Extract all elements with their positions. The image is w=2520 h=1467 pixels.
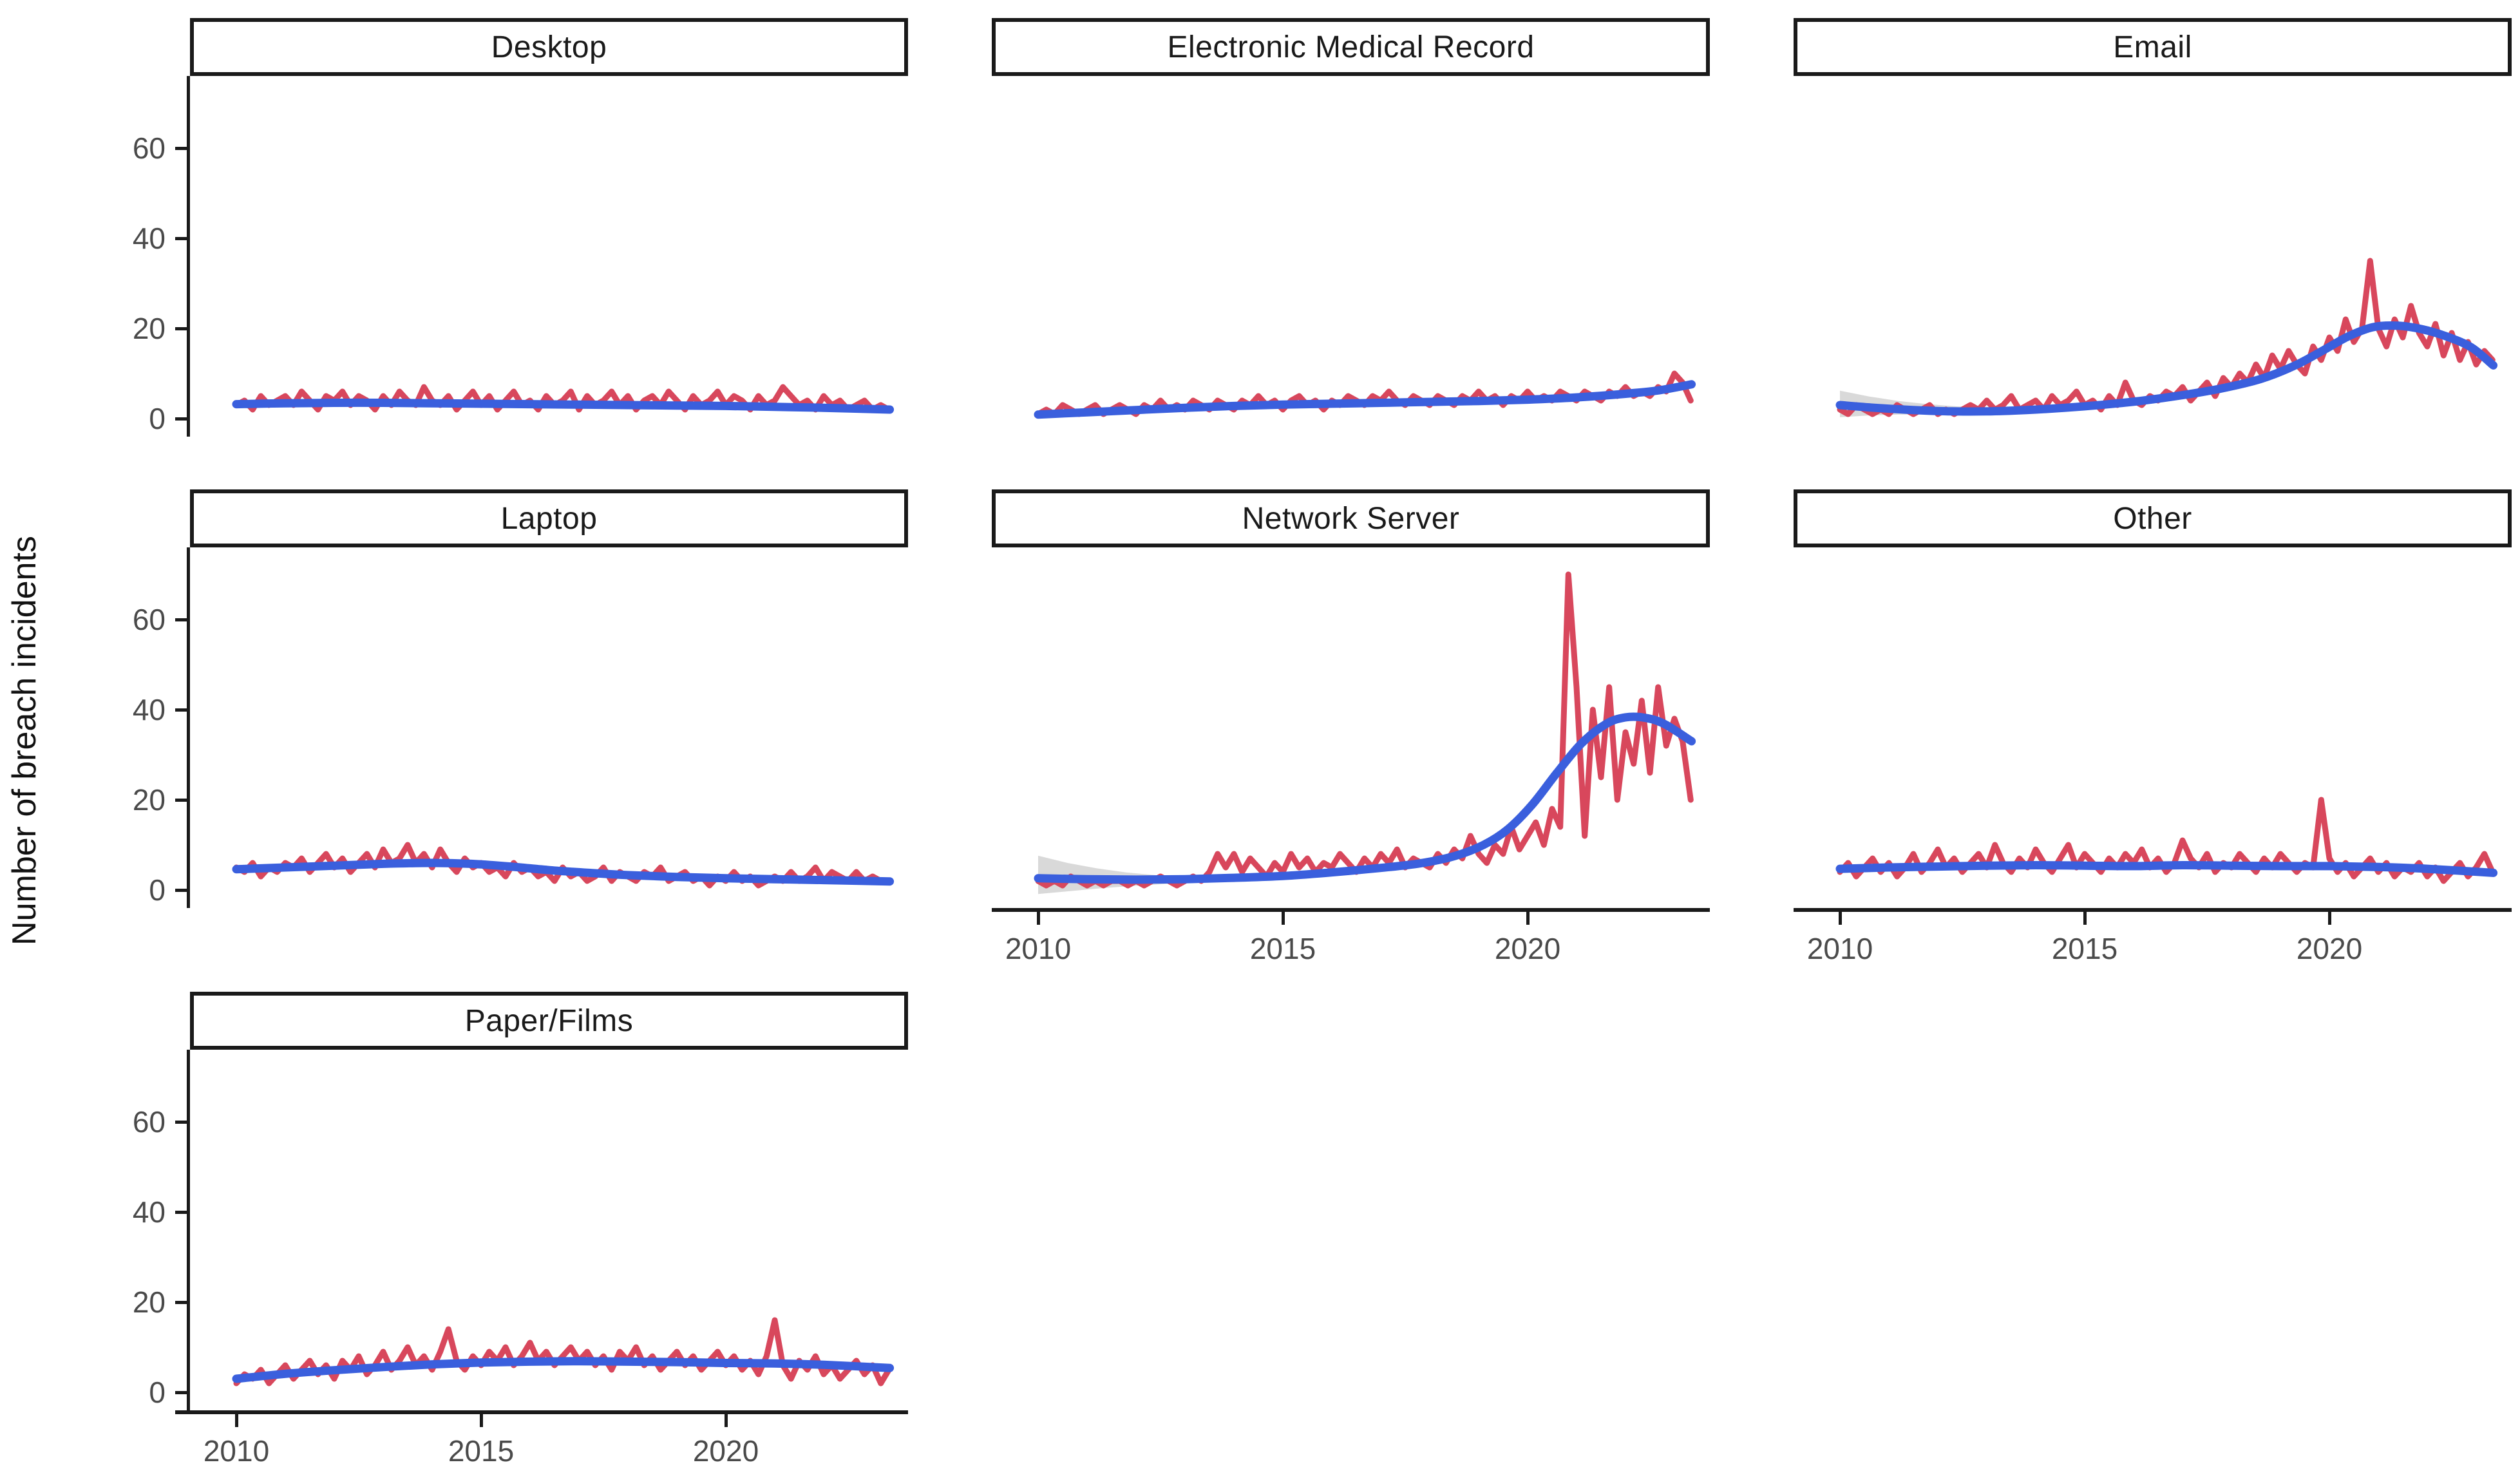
x-tick-mark: [1281, 912, 1285, 925]
y-tick-label: 20: [132, 1285, 166, 1319]
facet-plot-area: [1034, 571, 1696, 894]
facet-strip-paper-films: Paper/Films: [190, 992, 908, 1050]
x-tick-label: 2010: [1005, 932, 1072, 965]
facet-strip-label: Network Server: [1242, 501, 1460, 536]
y-axis-line: [187, 76, 190, 437]
x-tick-mark: [479, 1414, 483, 1427]
x-tick-label: 2010: [203, 1434, 270, 1467]
x-tick-mark: [234, 1414, 238, 1427]
facet-plot-area: [232, 842, 895, 889]
y-tick-mark: [175, 236, 187, 240]
facet-plot-area: [232, 384, 895, 414]
smooth-trend-line: [232, 858, 895, 886]
y-tick-mark: [175, 618, 187, 621]
facet-panel-paper-films: [190, 1050, 908, 1410]
facet-strip-other: Other: [1794, 489, 2512, 547]
y-tick-mark: [175, 1390, 187, 1394]
facet-strip-label: Other: [2113, 501, 2192, 536]
facet-strip-label: Paper/Films: [464, 1003, 634, 1038]
y-tick-mark: [175, 1210, 187, 1214]
facet-panel-other: [1794, 547, 2512, 908]
y-axis-line: [187, 1050, 190, 1410]
x-tick-mark: [2083, 912, 2087, 925]
smooth-trend-line: [232, 1357, 895, 1383]
smooth-trend-line: [1835, 860, 2498, 877]
smooth-trend-line: [1835, 321, 2498, 416]
facet-panel-desktop: [190, 76, 908, 437]
y-tick-label: 40: [132, 693, 166, 726]
x-tick-mark: [1838, 912, 1842, 925]
facet-strip-email: Email: [1794, 18, 2512, 76]
facet-plot-area: [1835, 797, 2498, 884]
raw-series-line: [1837, 258, 2496, 417]
facet-strip-desktop: Desktop: [190, 18, 908, 76]
smooth-trend-line: [1034, 712, 1696, 884]
x-tick-label: 2015: [1249, 932, 1316, 965]
y-tick-label: 60: [132, 603, 166, 636]
facet-plot-area: [1835, 258, 2498, 417]
facet-panel-network-server: [992, 547, 1710, 908]
y-tick-mark: [175, 1120, 187, 1124]
y-tick-mark: [175, 327, 187, 330]
y-tick-label: 60: [132, 131, 166, 165]
raw-series-line: [233, 1317, 892, 1387]
x-axis-line: [1794, 908, 2512, 912]
x-tick-mark: [1526, 912, 1530, 925]
x-tick-mark: [724, 1414, 728, 1427]
y-tick-mark: [175, 798, 187, 802]
y-tick-label: 0: [149, 1376, 166, 1409]
facet-panel-electronic-medical-record: [992, 76, 1710, 437]
y-tick-mark: [175, 708, 187, 712]
facet-strip-label: Email: [2113, 30, 2192, 64]
x-tick-mark: [2327, 912, 2331, 925]
x-axis-line: [992, 908, 1710, 912]
y-axis-line: [187, 547, 190, 908]
facet-strip-label: Laptop: [500, 501, 598, 536]
y-tick-mark: [175, 888, 187, 892]
y-tick-mark: [175, 1300, 187, 1304]
y-tick-label: 20: [132, 783, 166, 817]
x-tick-label: 2020: [2296, 932, 2363, 965]
facet-strip-network-server: Network Server: [992, 489, 1710, 547]
facet-strip-label: Desktop: [491, 30, 607, 64]
y-tick-label: 60: [132, 1105, 166, 1139]
facet-panel-email: [1794, 76, 2512, 437]
y-tick-label: 20: [132, 312, 166, 345]
x-axis-line: [175, 1410, 908, 1414]
y-tick-mark: [175, 146, 187, 150]
facet-strip-laptop: Laptop: [190, 489, 908, 547]
y-tick-label: 0: [149, 402, 166, 435]
raw-series-line: [1035, 571, 1694, 889]
facet-strip-electronic-medical-record: Electronic Medical Record: [992, 18, 1710, 76]
smooth-trend-line: [1034, 380, 1696, 419]
y-tick-label: 40: [132, 1195, 166, 1229]
y-tick-label: 40: [132, 222, 166, 255]
facet-plot-area: [1034, 370, 1696, 419]
facet-plot-area: [232, 1317, 895, 1387]
y-tick-mark: [175, 417, 187, 421]
smooth-trend-line: [232, 398, 895, 414]
facet-panel-laptop: [190, 547, 908, 908]
y-axis-title: Number of breach incidents: [6, 536, 43, 945]
x-tick-label: 2010: [1806, 932, 1873, 965]
x-tick-mark: [1036, 912, 1040, 925]
x-tick-label: 2020: [1494, 932, 1561, 965]
x-tick-label: 2015: [448, 1434, 515, 1467]
x-tick-label: 2015: [2051, 932, 2118, 965]
facet-strip-label: Electronic Medical Record: [1167, 30, 1535, 64]
x-tick-label: 2020: [692, 1434, 759, 1467]
y-tick-label: 0: [149, 873, 166, 907]
